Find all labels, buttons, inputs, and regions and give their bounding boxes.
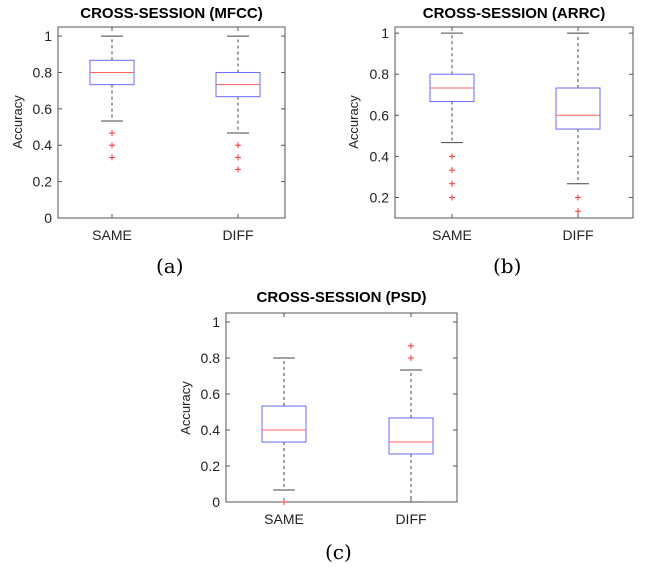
outlier-point bbox=[235, 154, 241, 161]
y-axis-label: Accuracy bbox=[178, 381, 193, 435]
plot-frame bbox=[225, 312, 458, 503]
y-tick-label: 0.2 bbox=[370, 189, 390, 205]
outlier-point bbox=[281, 499, 287, 505]
outlier-point bbox=[449, 167, 455, 174]
x-tick-label: DIFF bbox=[222, 227, 253, 243]
iqr-box bbox=[555, 87, 601, 130]
caption-b: (b) bbox=[493, 254, 522, 278]
outlier-point bbox=[575, 194, 581, 201]
y-tick-label: 0 bbox=[212, 494, 220, 510]
outlier-point bbox=[408, 355, 414, 361]
x-tick-label: SAME bbox=[92, 227, 132, 243]
box-diff bbox=[388, 342, 434, 503]
y-tick-label: 0.6 bbox=[201, 386, 221, 402]
y-tick-label: 1 bbox=[44, 28, 52, 44]
box-diff bbox=[215, 35, 261, 173]
chart-title: CROSS-SESSION (MFCC) bbox=[80, 5, 263, 22]
box-same bbox=[89, 35, 135, 161]
y-tick-label: 1 bbox=[381, 25, 389, 41]
x-tick-label: DIFF bbox=[395, 511, 426, 527]
iqr-box bbox=[388, 417, 434, 455]
y-axis-label: Accuracy bbox=[346, 95, 361, 149]
x-tick-label: DIFF bbox=[562, 227, 593, 243]
iqr-box bbox=[261, 405, 307, 443]
outlier-point bbox=[235, 142, 241, 149]
outlier-point bbox=[575, 208, 581, 215]
caption-a: (a) bbox=[156, 254, 184, 278]
box-same bbox=[429, 32, 475, 201]
outlier-point bbox=[449, 180, 455, 187]
y-tick-label: 0.4 bbox=[370, 148, 390, 164]
outlier-point bbox=[449, 194, 455, 201]
outlier-point bbox=[449, 153, 455, 160]
outlier-point bbox=[408, 342, 414, 349]
y-tick-label: 0.2 bbox=[33, 174, 53, 190]
box-diff bbox=[555, 32, 601, 215]
y-axis-label: Accuracy bbox=[10, 95, 25, 149]
outlier-point bbox=[235, 166, 241, 173]
y-tick-label: 0.6 bbox=[33, 101, 53, 117]
y-tick-label: 0.8 bbox=[33, 64, 53, 80]
plot-frame bbox=[394, 26, 634, 219]
chart-title: CROSS-SESSION (PSD) bbox=[256, 289, 426, 306]
y-tick-label: 0.6 bbox=[370, 107, 390, 123]
box-same bbox=[261, 357, 307, 505]
outlier-point bbox=[109, 154, 115, 161]
plot-frame bbox=[57, 26, 286, 219]
y-tick-label: 0.4 bbox=[33, 137, 53, 153]
chart-title: CROSS-SESSION (ARRC) bbox=[423, 5, 606, 22]
outlier-point bbox=[109, 142, 115, 149]
y-tick-label: 0.4 bbox=[201, 422, 221, 438]
outlier-point bbox=[109, 130, 115, 137]
x-tick-label: SAME bbox=[264, 511, 304, 527]
y-tick-label: 0.2 bbox=[201, 458, 221, 474]
x-tick-label: SAME bbox=[432, 227, 472, 243]
caption-c: (c) bbox=[325, 540, 352, 564]
y-tick-label: 0.8 bbox=[370, 66, 390, 82]
y-tick-label: 1 bbox=[212, 314, 220, 330]
y-tick-label: 0.8 bbox=[201, 350, 221, 366]
y-tick-label: 0 bbox=[44, 210, 52, 226]
